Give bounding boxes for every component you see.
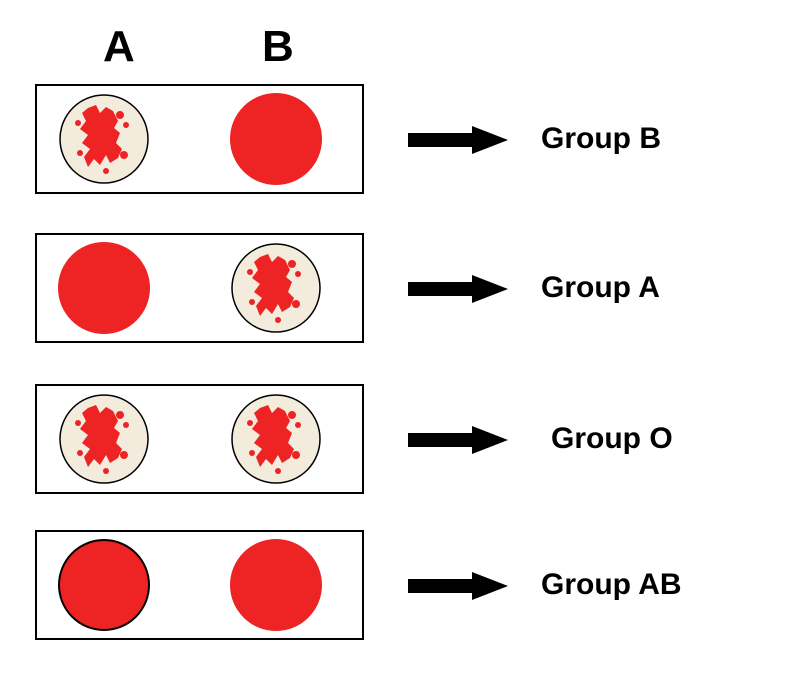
arrow-icon <box>408 426 508 454</box>
column-header-a: A <box>103 22 135 72</box>
serum-circle-b-clotted <box>230 393 322 485</box>
group-label-a: Group A <box>541 271 660 305</box>
serum-circle-a-clotted <box>58 93 150 185</box>
group-label-ab: Group AB <box>541 568 682 602</box>
group-label-o: Group O <box>551 422 673 456</box>
serum-circle-b-clotted <box>230 242 322 334</box>
group-label-b: Group B <box>541 122 661 156</box>
arrow-icon <box>408 275 508 303</box>
serum-circle-b-solid <box>230 539 322 631</box>
arrow-icon <box>408 126 508 154</box>
column-header-b: B <box>262 22 294 72</box>
serum-circle-a-clotted <box>58 393 150 485</box>
arrow-icon <box>408 572 508 600</box>
serum-circle-a-solid <box>58 242 150 334</box>
serum-circle-a-solid-outlined <box>58 539 150 631</box>
serum-circle-b-solid <box>230 93 322 185</box>
